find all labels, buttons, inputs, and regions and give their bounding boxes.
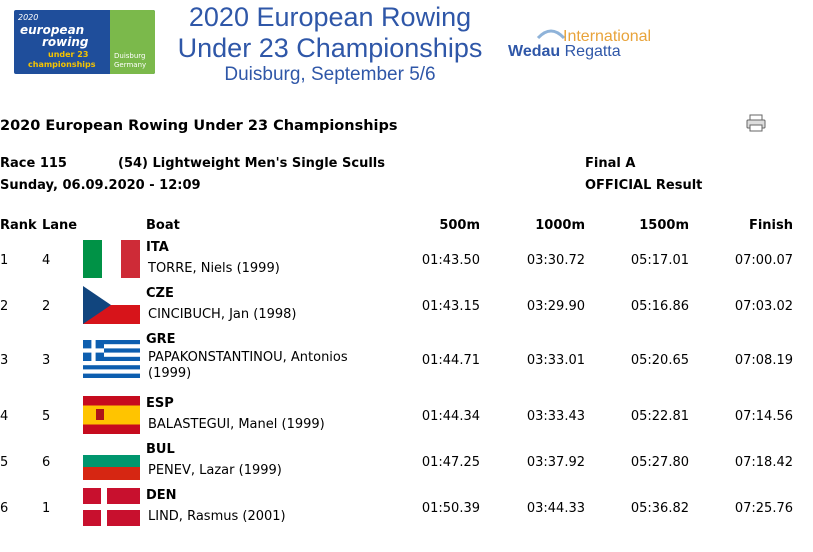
athlete: LIND, Rasmus (2001) (148, 509, 286, 524)
rank: 4 (0, 409, 9, 424)
split-time: 07:03.02 (734, 299, 793, 314)
split-time: 05:27.80 (630, 455, 689, 470)
sponsor-top: International (563, 28, 652, 45)
column-header: Boat (146, 218, 180, 233)
result-row: 1 4 ITA TORRE, Niels (1999) 01:43.50 03:30.72… (0, 240, 813, 286)
rank: 6 (0, 501, 9, 516)
rank: 1 (0, 253, 9, 268)
column-header: 500m (439, 218, 480, 233)
logo-text: Germany (114, 61, 147, 69)
split-time: 07:00.07 (734, 253, 793, 268)
split-time: 05:20.65 (630, 353, 689, 368)
race-status: OFFICIAL Result (585, 178, 703, 193)
logo: 2020 european rowing under 23 championsh… (14, 10, 155, 74)
column-header: Lane (42, 218, 78, 233)
rank: 2 (0, 299, 9, 314)
lane: 3 (42, 353, 51, 368)
flag (83, 488, 140, 526)
lane: 6 (42, 455, 51, 470)
race-number: Race 115 (0, 156, 67, 171)
split-time: 03:44.33 (526, 501, 585, 516)
split-time: 01:47.25 (421, 455, 480, 470)
split-time: 03:33.01 (526, 353, 585, 368)
page-title: 2020 European Rowing Under 23 Championsh… (0, 118, 398, 134)
header-title: Under 23 Championships (177, 33, 483, 63)
logo-text: championships (28, 60, 96, 69)
country: DEN (146, 488, 177, 503)
split-time: 07:14.56 (734, 409, 793, 424)
race-date: Sunday, 06.09.2020 - 12:09 (0, 178, 201, 193)
sponsor-icon (536, 29, 566, 40)
lane: 5 (42, 409, 51, 424)
split-time: 05:36.82 (630, 501, 689, 516)
country: ESP (146, 396, 174, 411)
country: CZE (146, 286, 174, 301)
column-header: 1500m (639, 218, 689, 233)
split-time: 05:22.81 (630, 409, 689, 424)
header-title: 2020 European Rowing (188, 2, 472, 32)
flag (83, 340, 140, 378)
split-time: 01:43.50 (421, 253, 480, 268)
split-time: 01:50.39 (421, 501, 480, 516)
result-row: 2 2 CZE CINCIBUCH, Jan (1998) 01:43.15 03:29.… (0, 286, 813, 332)
flag (83, 396, 140, 434)
logo-text: under 23 (48, 50, 89, 59)
result-row: 4 5 ESP BALASTEGUI, Manel (1999) 01:44.34 03:… (0, 396, 813, 442)
lane: 4 (42, 253, 51, 268)
sponsor-rest: Regatta (564, 43, 621, 60)
flag (83, 442, 140, 480)
column-header: 1000m (535, 218, 585, 233)
result-row: 5 6 BUL PENEV, Lazar (1999) 01:47.25 03:37.92… (0, 442, 813, 488)
athlete: PAPAKONSTANTINOU, Antonios (1999) (148, 350, 348, 381)
header-subtitle: Duisburg, September 5/6 (224, 64, 436, 85)
split-time: 07:18.42 (734, 455, 793, 470)
athlete: CINCIBUCH, Jan (1998) (148, 307, 297, 322)
print-icon[interactable] (746, 114, 766, 132)
split-time: 03:29.90 (526, 299, 585, 314)
athlete: PENEV, Lazar (1999) (148, 463, 282, 478)
logo-text: Duisburg (114, 52, 146, 60)
split-time: 01:43.15 (421, 299, 480, 314)
rank: 5 (0, 455, 9, 470)
flag (83, 240, 140, 278)
race-phase: Final A (585, 156, 636, 171)
split-time: 05:17.01 (630, 253, 689, 268)
lane: 1 (42, 501, 51, 516)
logo-text: rowing (42, 35, 89, 49)
country: GRE (146, 332, 176, 347)
split-time: 03:30.72 (526, 253, 585, 268)
lane: 2 (42, 299, 51, 314)
rank: 3 (0, 353, 9, 368)
athlete: TORRE, Niels (1999) (148, 261, 280, 276)
country: BUL (146, 442, 175, 457)
logo-green (110, 10, 155, 74)
column-header: Rank (0, 218, 37, 233)
athlete: BALASTEGUI, Manel (1999) (148, 417, 325, 432)
result-row: 3 3 GRE PAPAKONSTANTINOU, Antonios (1999) 01… (0, 332, 813, 382)
sponsor-bold: Wedau (508, 43, 561, 60)
logo-text: european (20, 23, 85, 37)
column-header: Finish (748, 218, 793, 233)
flag (83, 286, 140, 324)
country: ITA (146, 240, 169, 255)
result-row: 6 1 DEN LIND, Rasmus (2001) 01:50.39 03:44.33… (0, 488, 813, 534)
race-event: (54) Lightweight Men's Single Sculls (118, 156, 386, 171)
split-time: 01:44.34 (421, 409, 480, 424)
split-time: 05:16.86 (630, 299, 689, 314)
split-time: 07:25.76 (734, 501, 793, 516)
logo-year: 2020 (18, 13, 39, 22)
split-time: 03:37.92 (526, 455, 585, 470)
split-time: 03:33.43 (526, 409, 585, 424)
split-time: 01:44.71 (421, 353, 480, 368)
split-time: 07:08.19 (734, 353, 793, 368)
